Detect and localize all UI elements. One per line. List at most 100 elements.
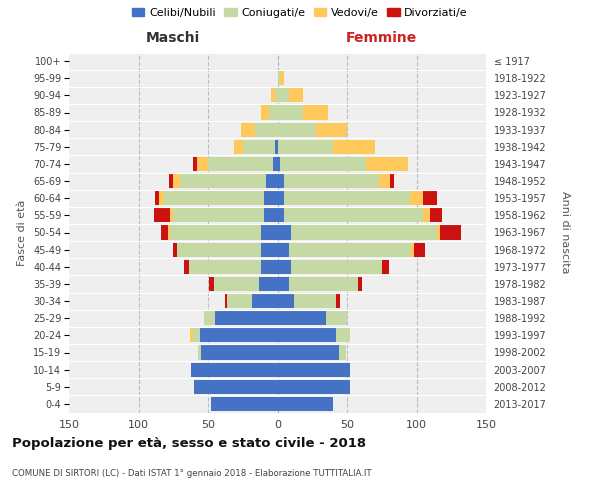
Bar (261, 260, 277, 274)
Bar (414, 242, 425, 256)
Bar (227, 294, 253, 308)
Bar (289, 242, 411, 256)
Bar (289, 88, 302, 102)
Bar (284, 208, 424, 222)
Bar (277, 397, 333, 411)
Bar (170, 208, 173, 222)
Bar (200, 328, 277, 342)
Bar (184, 260, 188, 274)
Bar (275, 88, 277, 102)
Bar (190, 328, 193, 342)
Bar (191, 362, 277, 376)
Bar (277, 122, 316, 136)
Bar (211, 397, 277, 411)
Bar (193, 328, 200, 342)
Bar (277, 294, 294, 308)
Bar (277, 380, 350, 394)
Bar (266, 174, 277, 188)
Bar (336, 328, 350, 342)
Bar (160, 191, 164, 205)
Bar (326, 311, 347, 325)
Bar (277, 106, 302, 120)
Bar (277, 346, 338, 360)
Y-axis label: Fasce di età: Fasce di età (17, 200, 28, 266)
Bar (316, 122, 347, 136)
Bar (277, 277, 289, 291)
Bar (214, 277, 259, 291)
Bar (292, 226, 437, 239)
Bar (193, 157, 197, 171)
Bar (173, 208, 263, 222)
Bar (277, 260, 292, 274)
Bar (173, 174, 180, 188)
Bar (204, 311, 215, 325)
Bar (188, 260, 261, 274)
Bar (277, 71, 280, 85)
Bar (410, 191, 424, 205)
Bar (424, 191, 437, 205)
Bar (277, 208, 284, 222)
Bar (367, 157, 408, 171)
Bar (333, 140, 375, 154)
Bar (302, 106, 328, 120)
Text: Maschi: Maschi (146, 31, 200, 45)
Text: Femmine: Femmine (346, 31, 418, 45)
Bar (167, 226, 170, 239)
Bar (164, 191, 263, 205)
Bar (277, 362, 350, 376)
Bar (154, 208, 170, 222)
Bar (255, 122, 277, 136)
Bar (155, 191, 160, 205)
Legend: Celibi/Nubili, Coniugati/e, Vedovi/e, Divorziati/e: Celibi/Nubili, Coniugati/e, Vedovi/e, Di… (128, 3, 472, 22)
Bar (289, 277, 358, 291)
Bar (170, 226, 261, 239)
Bar (259, 277, 277, 291)
Text: COMUNE DI SIRTORI (LC) - Dati ISTAT 1° gennaio 2018 - Elaborazione TUTTITALIA.IT: COMUNE DI SIRTORI (LC) - Dati ISTAT 1° g… (12, 469, 371, 478)
Bar (269, 106, 277, 120)
Bar (235, 140, 243, 154)
Bar (277, 191, 284, 205)
Bar (280, 157, 367, 171)
Bar (271, 88, 275, 102)
Bar (284, 174, 379, 188)
Bar (263, 191, 277, 205)
Y-axis label: Anni di nascita: Anni di nascita (560, 191, 571, 274)
Bar (208, 157, 274, 171)
Bar (253, 294, 277, 308)
Bar (440, 226, 461, 239)
Bar (336, 294, 340, 308)
Bar (277, 140, 333, 154)
Bar (201, 346, 277, 360)
Bar (274, 157, 277, 171)
Bar (358, 277, 362, 291)
Text: Popolazione per età, sesso e stato civile - 2018: Popolazione per età, sesso e stato civil… (12, 438, 366, 450)
Bar (215, 311, 277, 325)
Bar (390, 174, 394, 188)
Bar (198, 346, 201, 360)
Bar (194, 380, 277, 394)
Bar (209, 277, 214, 291)
Bar (411, 242, 414, 256)
Bar (178, 242, 261, 256)
Bar (275, 140, 277, 154)
Bar (294, 294, 336, 308)
Bar (424, 208, 430, 222)
Bar (243, 140, 275, 154)
Bar (280, 71, 284, 85)
Bar (292, 260, 382, 274)
Bar (261, 242, 277, 256)
Bar (263, 208, 277, 222)
Bar (379, 174, 390, 188)
Bar (180, 174, 266, 188)
Bar (430, 208, 442, 222)
Bar (224, 294, 227, 308)
Bar (241, 122, 255, 136)
Bar (382, 260, 389, 274)
Bar (277, 328, 336, 342)
Bar (284, 191, 410, 205)
Bar (261, 226, 277, 239)
Bar (261, 106, 269, 120)
Bar (338, 346, 346, 360)
Bar (169, 174, 173, 188)
Bar (277, 157, 280, 171)
